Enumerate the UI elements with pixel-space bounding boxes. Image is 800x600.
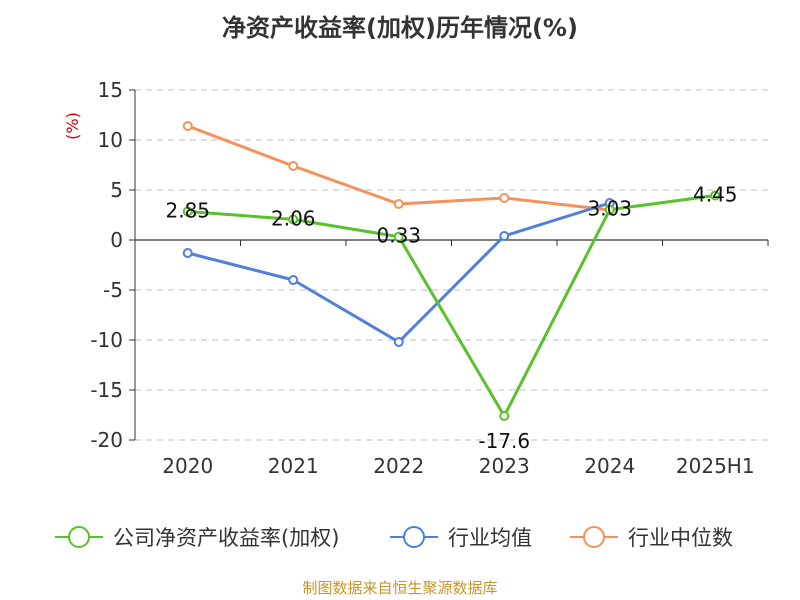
series-point — [499, 411, 510, 421]
y-tick-label: 10 — [98, 128, 123, 152]
series-point — [393, 337, 404, 347]
series-point — [604, 204, 615, 215]
series-point — [288, 214, 299, 225]
data-label: 0.33 — [376, 224, 421, 248]
y-tick-label: 5 — [110, 178, 123, 202]
series-point — [710, 190, 721, 201]
series-line — [187, 124, 610, 212]
x-tick-label: 2021 — [268, 454, 319, 478]
legend-label: 行业中位数 — [628, 526, 733, 550]
data-label: 4.45 — [693, 183, 738, 207]
x-tick-label: 2020 — [162, 454, 213, 478]
legend-item-0: 公司净资产收益率(加权) — [55, 526, 339, 550]
y-tick-label: -15 — [90, 378, 123, 402]
y-tick-label: -5 — [103, 278, 123, 302]
series-point — [182, 206, 193, 217]
x-tick-label: 2025H1 — [676, 454, 755, 478]
source-note: 制图数据来自恒生聚源数据库 — [302, 579, 497, 597]
legend-label: 行业均值 — [448, 526, 532, 550]
series-point — [182, 248, 193, 258]
data-label: 3.03 — [587, 197, 632, 221]
series-point — [499, 231, 510, 241]
series-0 — [182, 190, 721, 421]
legend-marker — [403, 526, 425, 548]
data-label: -17.6 — [478, 429, 530, 453]
chart-title: 净资产收益率(加权)历年情况(%) — [222, 14, 578, 42]
x-tick-label: 2023 — [479, 454, 530, 478]
legend-marker — [583, 526, 605, 548]
y-tick-label: -10 — [90, 328, 123, 352]
series-point — [288, 161, 299, 171]
y-axis-unit: (%) — [63, 112, 82, 140]
series-point — [393, 199, 404, 209]
legend-label: 公司净资产收益率(加权) — [113, 526, 339, 550]
series-point — [182, 121, 193, 131]
y-tick-label: -20 — [90, 428, 123, 452]
series-line — [187, 194, 716, 418]
data-label: 2.06 — [271, 206, 316, 230]
x-tick-label: 2024 — [584, 454, 635, 478]
series-point — [499, 193, 510, 203]
series-2 — [182, 121, 615, 215]
series-point — [288, 275, 299, 285]
series-1 — [182, 198, 615, 347]
y-tick-label: 0 — [110, 228, 123, 252]
y-tick-label: 15 — [98, 78, 123, 102]
legend-marker — [68, 526, 90, 548]
data-label: 2.85 — [165, 199, 210, 223]
series-point — [393, 231, 404, 242]
legend-item-1: 行业均值 — [390, 526, 532, 550]
x-tick-label: 2022 — [373, 454, 424, 478]
legend-item-2: 行业中位数 — [570, 526, 733, 550]
